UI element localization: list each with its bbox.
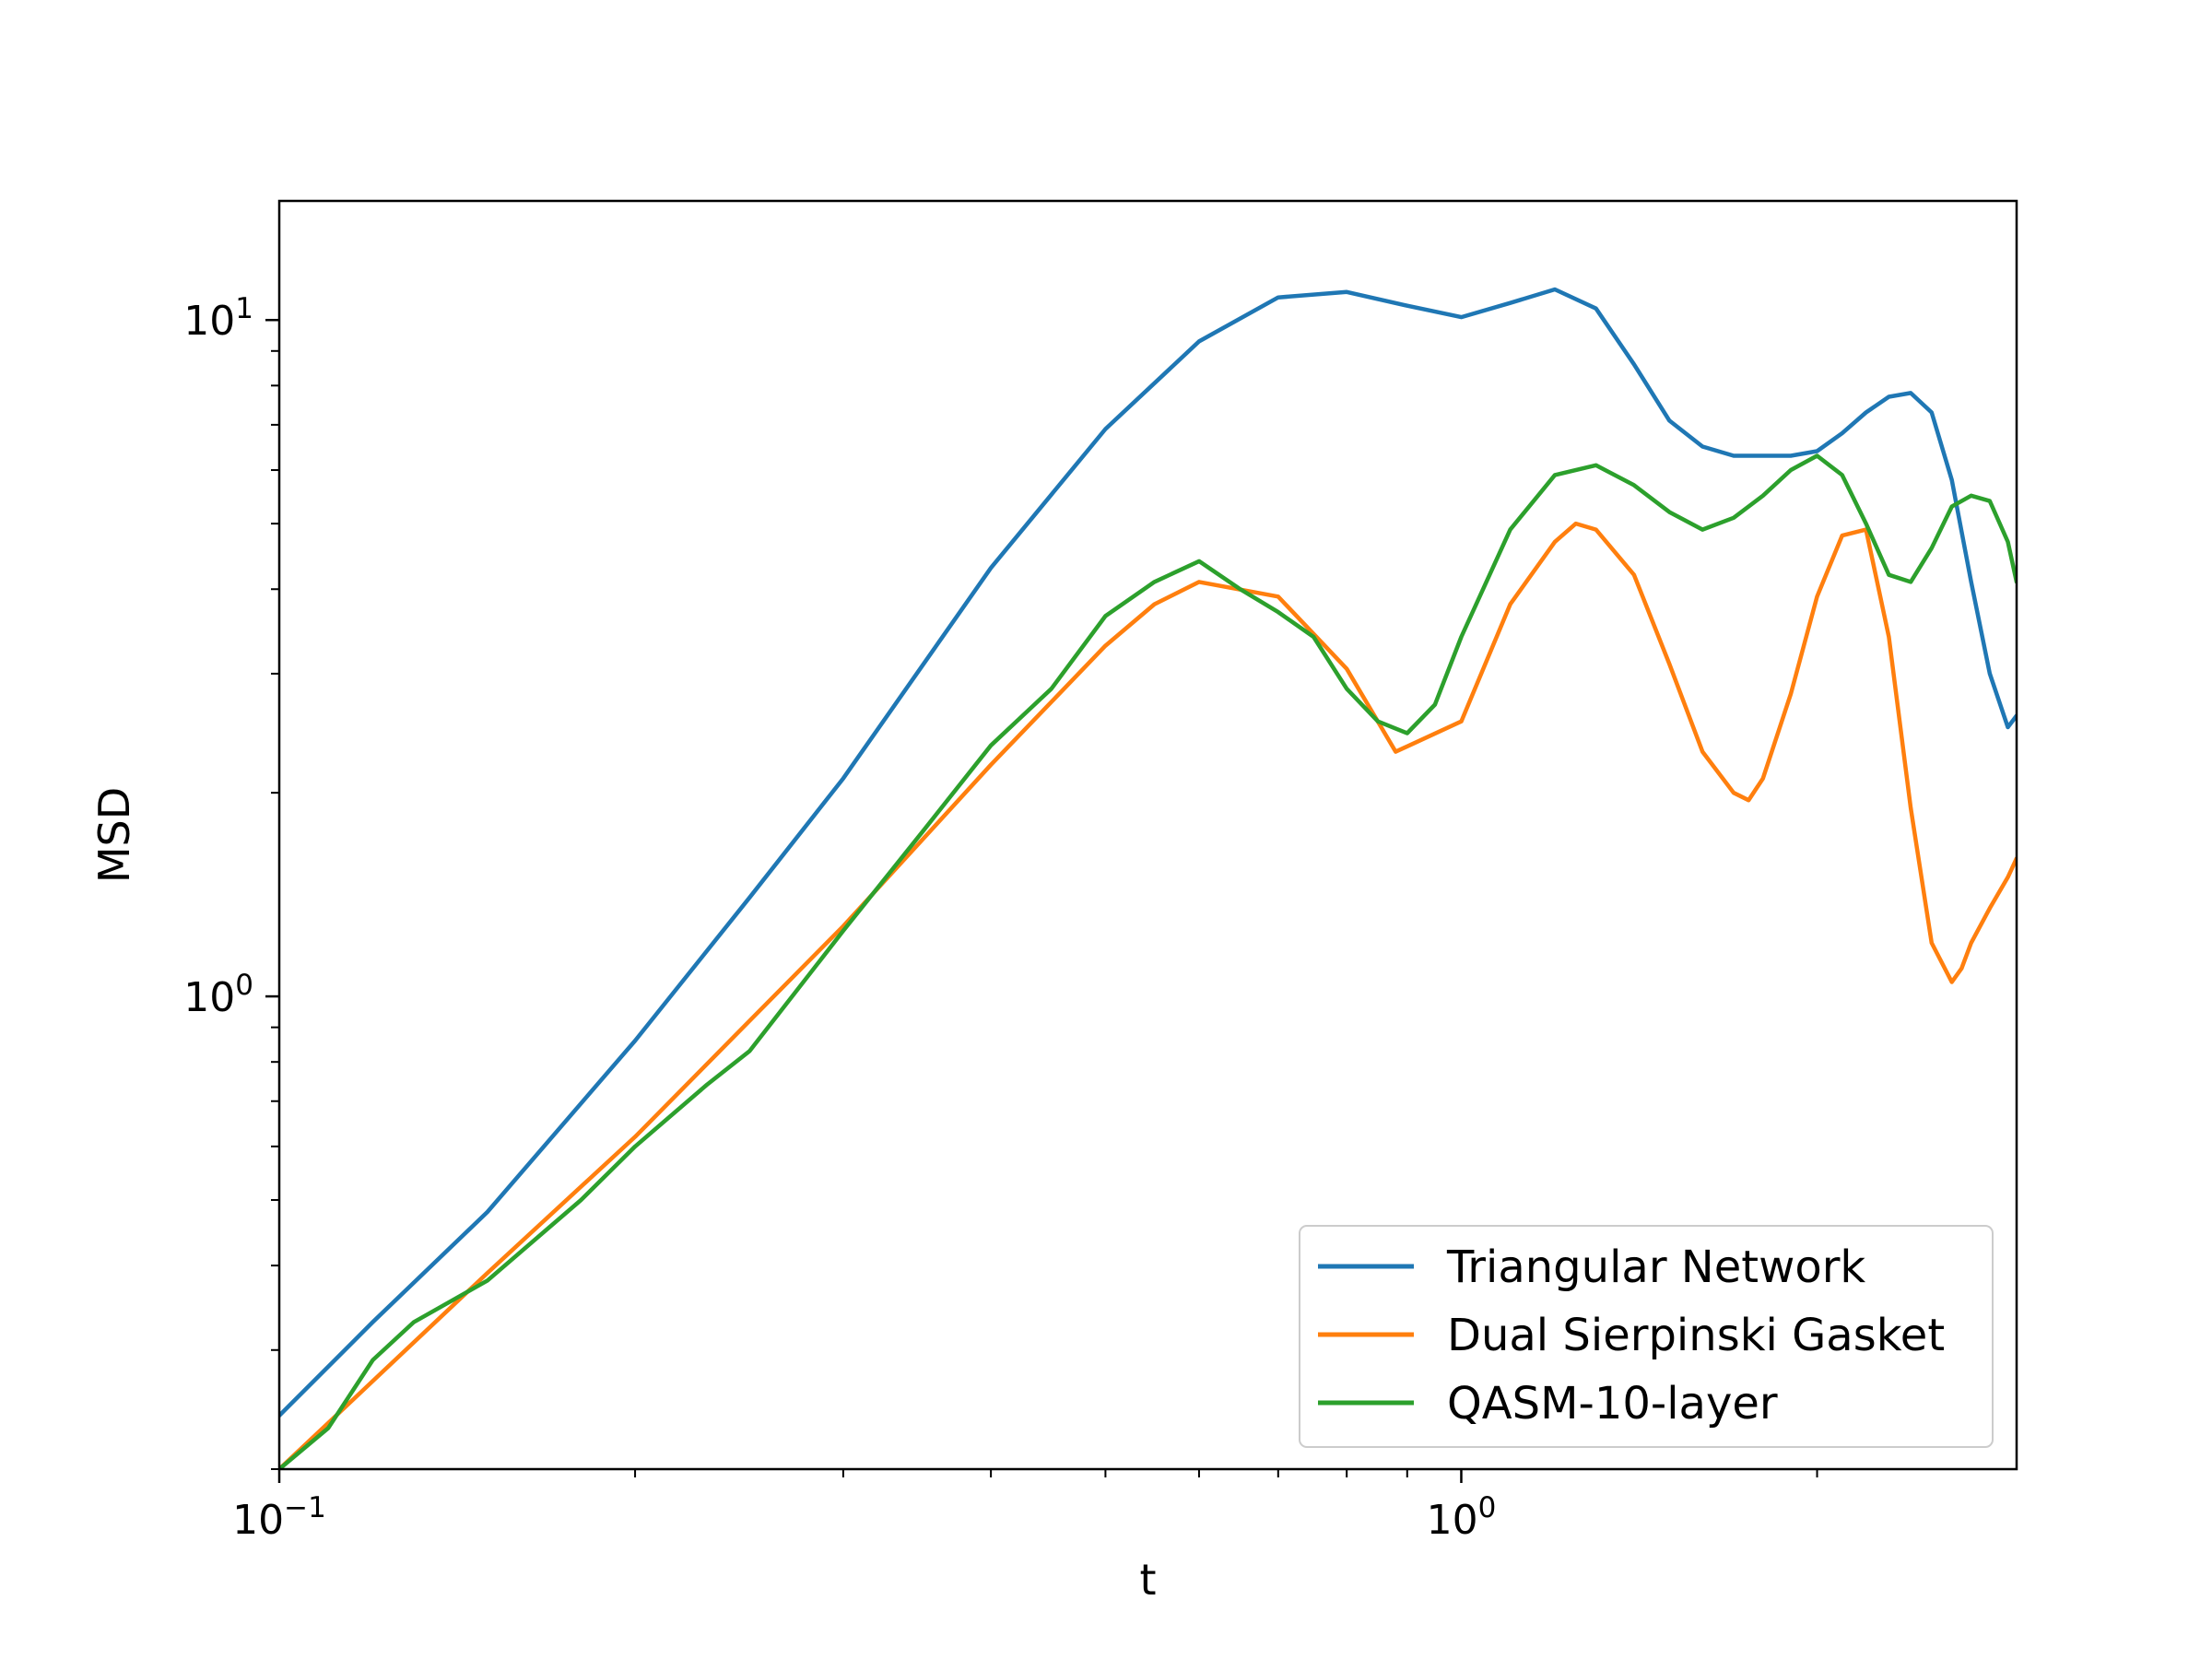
y-tick-exponent: 0 <box>235 969 253 1002</box>
y-tick-base: 10 <box>183 298 235 345</box>
x-axis-ticks: 10−1 100 <box>232 1469 1818 1544</box>
plot-frame <box>277 199 2018 1471</box>
y-axis-label: MSD <box>89 787 139 883</box>
legend: Triangular Network Dual Sierpinski Gasket… <box>1299 1225 1994 1448</box>
x-axis-label: t <box>1139 1555 1156 1605</box>
x-tick-label: 10−1 <box>232 1491 326 1544</box>
legend-label-qasm-10-layer: QASM-10-layer <box>1447 1378 1778 1430</box>
y-tick-label: 100 <box>183 969 253 1021</box>
y-tick-base: 10 <box>183 974 235 1021</box>
series-line-qasm-10-layer <box>279 453 2017 1469</box>
x-tick-base: 10 <box>232 1497 284 1544</box>
series-line-dual-sierpinski-gasket <box>279 521 2017 1469</box>
x-tick-label: 100 <box>1427 1491 1497 1544</box>
series-line-triangular-network <box>279 287 2017 1418</box>
x-tick-base: 10 <box>1427 1497 1478 1544</box>
legend-label-triangular-network: Triangular Network <box>1446 1241 1865 1293</box>
legend-box <box>1299 1225 1994 1448</box>
x-tick-exponent: −1 <box>284 1491 326 1524</box>
series-layer <box>279 287 2017 1469</box>
y-tick-exponent: 1 <box>235 292 253 325</box>
legend-label-dual-sierpinski-gasket: Dual Sierpinski Gasket <box>1447 1310 1945 1361</box>
x-tick-exponent: 0 <box>1478 1491 1497 1524</box>
y-tick-label: 101 <box>183 292 253 345</box>
